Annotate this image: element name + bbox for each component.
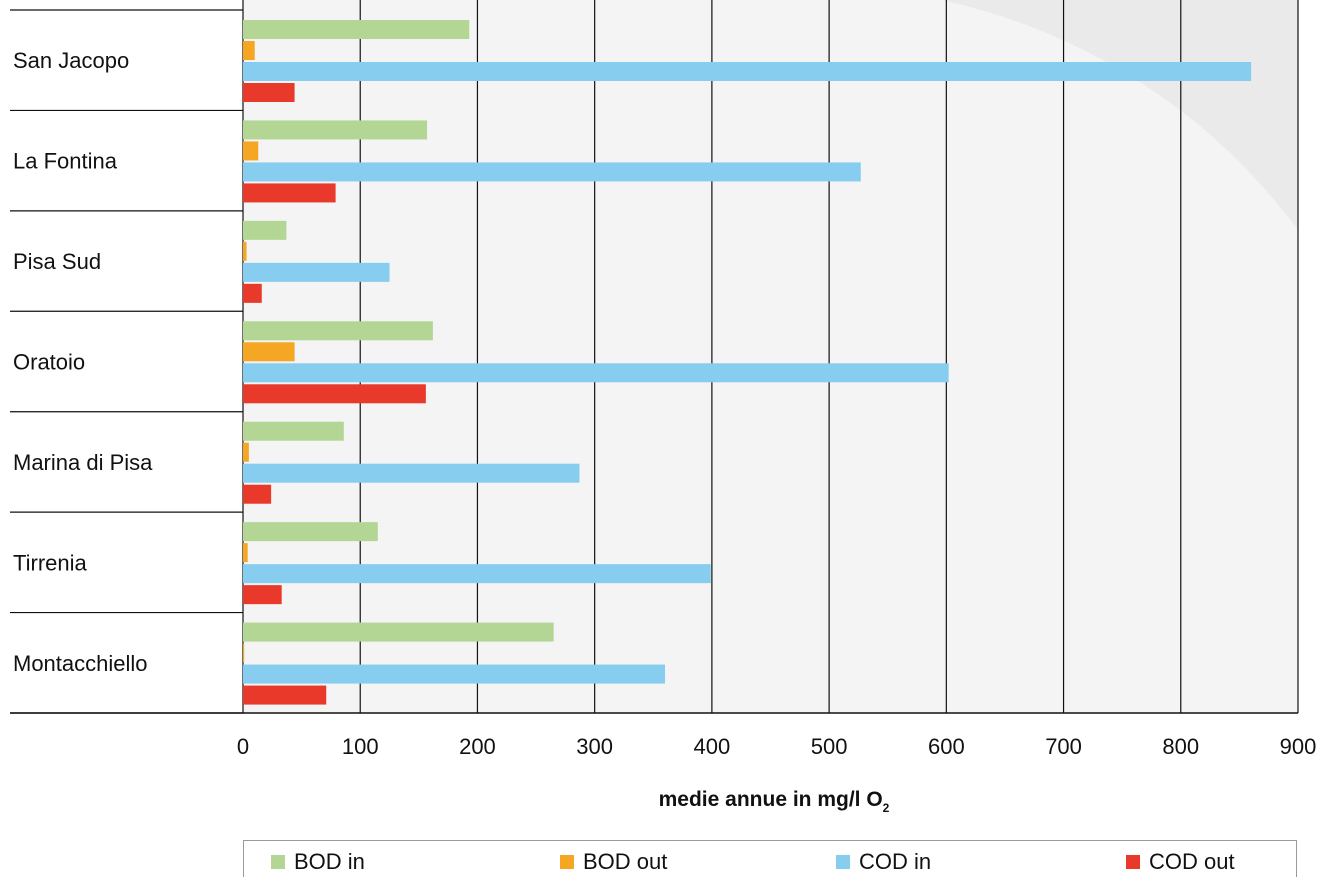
legend-swatch-cod-out — [1126, 855, 1140, 869]
bar-bod-in-tirrenia — [243, 522, 378, 542]
legend-item-cod-in: COD in — [836, 849, 931, 875]
bar-cod-out-tirrenia — [243, 585, 282, 605]
x-tick-label-800: 800 — [1162, 734, 1199, 759]
x-tick-label-0: 0 — [237, 734, 249, 759]
category-label-oratoio: Oratoio — [13, 350, 85, 375]
bar-cod-in-tirrenia — [243, 564, 711, 584]
category-label-san-jacopo: San Jacopo — [13, 48, 129, 73]
legend-item-cod-out: COD out — [1126, 849, 1235, 875]
legend-label-cod-in: COD in — [859, 849, 932, 874]
bar-bod-in-montacchiello — [243, 622, 554, 642]
bar-cod-in-pisa-sud — [243, 262, 390, 282]
bar-bod-in-la-fontina — [243, 120, 428, 140]
legend-item-bod-out: BOD out — [560, 849, 667, 875]
bar-cod-out-montacchiello — [243, 685, 327, 705]
bar-cod-in-marina-di-pisa — [243, 463, 580, 483]
plot-background — [243, 0, 1298, 713]
bar-bod-out-tirrenia — [243, 543, 248, 563]
legend-swatch-cod-in — [836, 855, 850, 869]
category-label-la-fontina: La Fontina — [13, 149, 118, 174]
legend-label-bod-in: BOD in — [294, 849, 365, 874]
legend-swatch-bod-in — [271, 855, 285, 869]
legend-item-bod-in: BOD in — [271, 849, 365, 875]
bar-bod-in-san-jacopo — [243, 20, 470, 39]
bar-cod-out-la-fontina — [243, 183, 336, 203]
category-label-montacchiello: Montacchiello — [13, 651, 148, 676]
bar-bod-out-oratoio — [243, 342, 295, 362]
bar-cod-in-montacchiello — [243, 664, 665, 684]
bar-bod-out-marina-di-pisa — [243, 442, 249, 462]
bar-cod-out-pisa-sud — [243, 283, 262, 303]
x-tick-label-300: 300 — [576, 734, 613, 759]
bar-bod-in-marina-di-pisa — [243, 421, 344, 441]
bar-cod-out-san-jacopo — [243, 83, 295, 102]
bar-bod-out-la-fontina — [243, 141, 259, 161]
x-tick-label-600: 600 — [928, 734, 965, 759]
bar-bod-out-san-jacopo — [243, 41, 255, 60]
x-axis-title: medie annue in mg/l O2 — [659, 788, 890, 815]
category-label-marina-di-pisa: Marina di Pisa — [13, 450, 153, 475]
x-tick-label-200: 200 — [459, 734, 496, 759]
category-label-pisa-sud: Pisa Sud — [13, 249, 101, 274]
legend-swatch-bod-out — [560, 855, 574, 869]
x-tick-label-500: 500 — [811, 734, 848, 759]
chart-legend: BOD in BOD out COD in COD out — [243, 840, 1297, 877]
bar-bod-out-pisa-sud — [243, 241, 247, 261]
bar-cod-in-la-fontina — [243, 162, 861, 182]
bar-cod-out-oratoio — [243, 384, 426, 404]
bar-bod-out-montacchiello — [243, 643, 245, 663]
bar-cod-out-marina-di-pisa — [243, 484, 272, 504]
watermark-shape — [690, 0, 1298, 230]
x-tick-label-400: 400 — [694, 734, 731, 759]
x-tick-label-100: 100 — [342, 734, 379, 759]
legend-label-bod-out: BOD out — [583, 849, 668, 874]
bar-bod-in-pisa-sud — [243, 220, 287, 240]
legend-label-cod-out: COD out — [1149, 849, 1235, 874]
bar-cod-in-san-jacopo — [243, 62, 1252, 81]
x-tick-label-700: 700 — [1045, 734, 1082, 759]
bar-bod-in-oratoio — [243, 321, 433, 341]
bar-cod-in-oratoio — [243, 363, 949, 383]
x-tick-label-900: 900 — [1280, 734, 1317, 759]
category-label-tirrenia: Tirrenia — [13, 550, 88, 575]
